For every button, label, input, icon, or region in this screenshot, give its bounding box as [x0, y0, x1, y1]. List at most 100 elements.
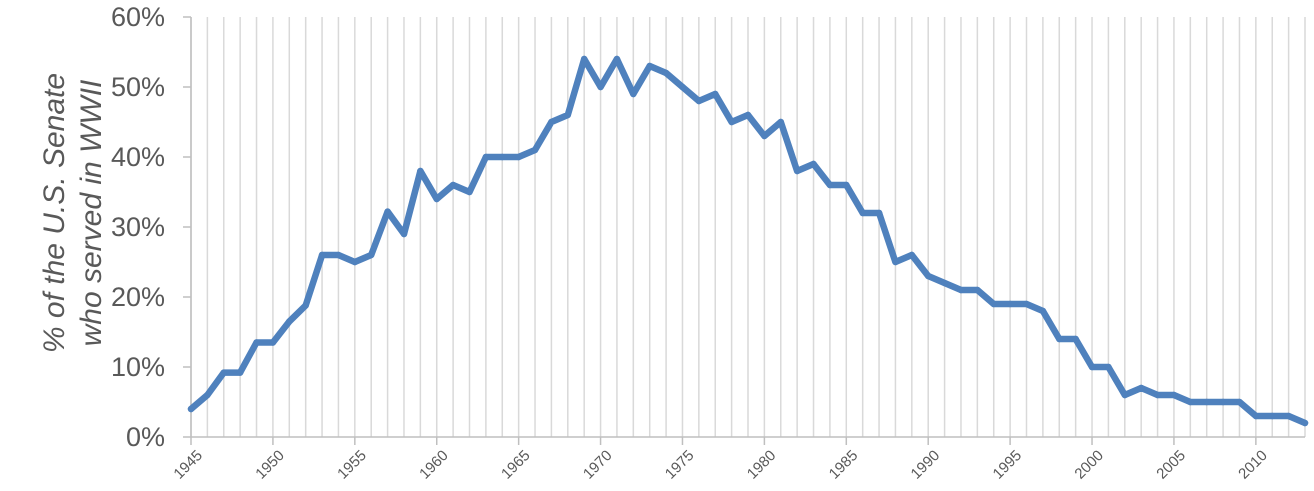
data-point-1949 [253, 339, 260, 346]
data-point-1982 [793, 167, 801, 175]
data-point-2004 [1154, 391, 1161, 399]
data-point-1991 [941, 279, 948, 287]
data-point-1962 [466, 188, 473, 196]
data-point-1969 [580, 55, 588, 63]
data-point-1968 [564, 111, 571, 119]
data-point-1997 [1039, 307, 1047, 315]
x-tick-label-1960: 1960 [416, 447, 452, 483]
axes [183, 16, 1305, 445]
data-point-1970 [597, 83, 604, 91]
x-axis-tick-labels: 1945 1950 1955 1960 1965 1970 1975 1980 1985 1990… [170, 447, 1270, 483]
series-layer [187, 55, 1309, 427]
data-point-1959 [417, 167, 424, 175]
data-point-1992 [957, 286, 965, 294]
data-point-1979 [744, 111, 752, 119]
data-point-1990 [925, 272, 932, 280]
data-point-2001 [1105, 363, 1112, 371]
data-point-1952 [302, 302, 309, 309]
data-point-2006 [1187, 398, 1194, 406]
data-point-1973 [646, 62, 653, 70]
y-tick-label-50: 50% [111, 72, 165, 102]
data-point-1954 [335, 251, 342, 259]
data-point-2003 [1137, 384, 1145, 392]
data-point-1975 [679, 83, 686, 91]
data-point-1999 [1072, 335, 1079, 343]
data-point-1965 [515, 153, 522, 161]
x-tick-label-1975: 1975 [662, 447, 698, 483]
data-point-2010 [1252, 412, 1260, 420]
data-point-1978 [728, 118, 735, 126]
data-point-1951 [286, 318, 293, 325]
data-point-1958 [400, 230, 408, 238]
y-tick-label-30: 30% [111, 212, 165, 242]
x-tick-label-1970: 1970 [580, 447, 616, 483]
data-point-1986 [859, 209, 866, 217]
data-point-1988 [892, 258, 899, 266]
data-point-2000 [1088, 363, 1096, 371]
data-point-1953 [318, 251, 326, 259]
data-point-2008 [1219, 398, 1227, 406]
y-tick-label-10: 10% [111, 352, 165, 382]
data-point-1946 [204, 391, 211, 399]
data-point-1950 [269, 339, 277, 346]
data-point-1960 [433, 195, 440, 203]
y-axis-tick-labels: 0% 10% 20% 30% 40% 50% 60% [111, 2, 165, 452]
data-point-1963 [482, 153, 490, 161]
data-point-1955 [351, 258, 359, 266]
data-point-2005 [1170, 391, 1178, 399]
data-point-2002 [1121, 391, 1128, 399]
x-tick-label-1980: 1980 [744, 447, 780, 483]
vertical-gridlines [190, 17, 1306, 437]
data-point-1984 [826, 181, 834, 189]
data-point-1995 [1006, 300, 1014, 308]
y-axis-title-line-2: who served in WWII [75, 79, 108, 347]
x-tick-label-1965: 1965 [498, 447, 534, 483]
x-tick-label-1950: 1950 [252, 447, 288, 483]
x-tick-label-1945: 1945 [170, 447, 206, 483]
y-tick-label-20: 20% [111, 282, 165, 312]
data-point-1974 [662, 69, 670, 77]
data-point-1998 [1056, 335, 1063, 343]
data-point-1996 [1023, 300, 1030, 308]
data-point-1994 [990, 300, 997, 308]
x-tick-label-1955: 1955 [334, 447, 370, 483]
data-point-1947 [220, 369, 227, 376]
data-point-1956 [368, 251, 375, 259]
y-tick-label-60: 60% [111, 2, 165, 32]
data-point-1966 [531, 146, 539, 154]
y-axis-title-line-1: % of the U.S. Senate [38, 72, 71, 354]
data-point-1987 [875, 209, 883, 217]
data-point-1945 [187, 405, 195, 413]
data-point-1967 [548, 118, 555, 126]
data-point-1977 [712, 90, 719, 98]
data-point-1989 [908, 251, 916, 259]
data-point-1981 [777, 118, 784, 126]
x-tick-label-2000: 2000 [1071, 447, 1107, 483]
x-tick-label-1990: 1990 [908, 447, 944, 483]
data-point-2011 [1269, 412, 1276, 420]
y-tick-label-40: 40% [111, 142, 165, 172]
data-point-1983 [810, 160, 817, 168]
data-point-2009 [1236, 398, 1243, 406]
data-point-1980 [761, 132, 768, 140]
data-point-1993 [974, 286, 981, 294]
data-point-1985 [843, 181, 850, 189]
data-point-1971 [613, 55, 621, 63]
data-point-1957 [384, 208, 391, 215]
data-point-1972 [630, 90, 637, 98]
y-axis-title: % of the U.S. Senate who served in WWII [36, 23, 110, 403]
x-tick-label-1985: 1985 [826, 447, 862, 483]
data-point-1976 [695, 97, 703, 105]
data-point-1961 [449, 181, 457, 189]
x-tick-label-2010: 2010 [1235, 447, 1271, 483]
data-point-1948 [236, 369, 244, 376]
data-point-2012 [1285, 412, 1292, 420]
x-tick-label-2005: 2005 [1153, 447, 1189, 483]
data-point-2007 [1203, 398, 1210, 406]
data-point-1964 [499, 153, 506, 161]
x-tick-label-1995: 1995 [990, 447, 1026, 483]
data-point-2013 [1301, 419, 1309, 427]
y-tick-label-0: 0% [126, 422, 165, 452]
